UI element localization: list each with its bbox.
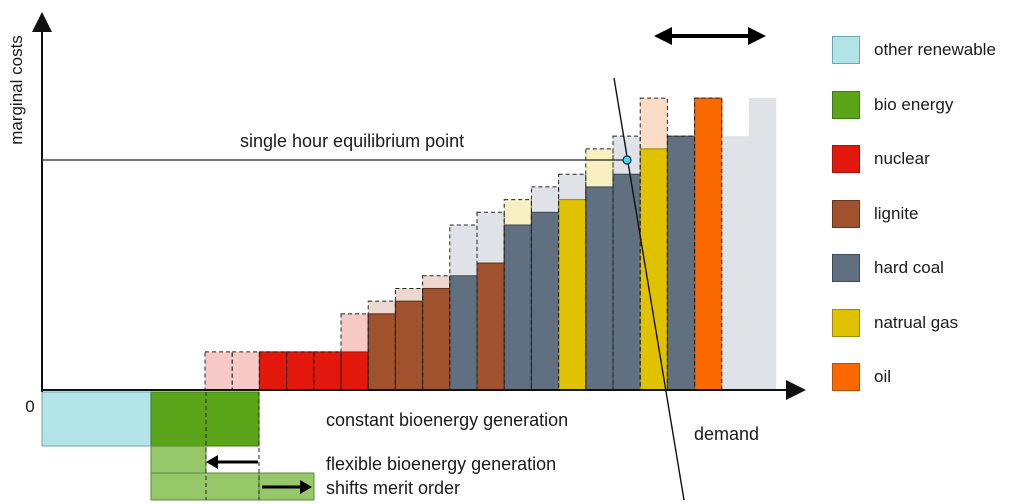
shifted-bar-hard-coal	[612, 173, 641, 391]
shifts-label: shifts merit order	[326, 478, 460, 498]
original-outline-hard-coal	[558, 173, 587, 391]
legend-label: bio energy	[874, 94, 954, 114]
flexible-left-arrow-head	[206, 455, 218, 469]
legend-label: lignite	[874, 203, 919, 223]
lignite-swatch	[832, 199, 860, 228]
shifted-bar-hard-coal	[666, 135, 696, 391]
natural-gas-swatch	[832, 308, 860, 337]
shifted-bar-nuclear	[258, 351, 288, 391]
legend-item-lignite: lignite	[832, 199, 1022, 255]
flexible-bio-label: flexible bioenergy generation	[326, 454, 556, 474]
flexible-bio-block	[150, 472, 260, 501]
legend-item-bio-energy: bio energy	[832, 90, 1022, 146]
shifted-bar-lignite	[422, 287, 451, 391]
original-bar-nuclear	[205, 351, 233, 390]
legend-item-hard-coal: hard coal	[832, 254, 1022, 309]
bioenergy-negative-region	[41, 391, 315, 501]
other-renewable-block	[41, 391, 152, 447]
origin-label: 0	[25, 397, 34, 416]
oil-swatch	[832, 363, 860, 391]
shifted-bar-other	[721, 136, 749, 390]
equilibrium-label: single hour equilibrium point	[240, 131, 464, 151]
shifted-bar-nuclear	[286, 351, 315, 391]
legend-label: nuclear	[874, 149, 930, 168]
demand-shift-arrow-right-head	[748, 27, 766, 45]
nuclear-swatch	[832, 145, 860, 173]
shifted-bar-oil	[694, 97, 723, 391]
shifted-bar-nuclear	[313, 351, 342, 391]
legend-label: oil	[874, 367, 892, 386]
shifted-bar-hard-coal	[449, 275, 478, 391]
original-outline-nuclear	[340, 313, 369, 391]
shifted-bar-lignite	[394, 300, 424, 391]
y-axis-label: marginal costs	[7, 35, 26, 145]
shifted-bar-hard-coal	[585, 186, 614, 391]
shifted-bar-lignite	[367, 313, 396, 391]
demand-shift-arrow-left-head	[654, 27, 672, 45]
shifted-bar-other	[749, 98, 777, 391]
legend-item-nuclear: nuclear	[832, 145, 1022, 200]
shifted-bar-natural-gas	[639, 148, 668, 391]
legend-item-oil: oil	[832, 363, 1022, 418]
other-renewable-swatch	[832, 36, 860, 64]
flexible-right-arrow-head	[300, 480, 312, 494]
legend-label: hard coal	[874, 258, 944, 277]
legend-item-other-renewable: other renewable	[832, 36, 1022, 91]
bio-energy-block	[150, 391, 260, 447]
shifted-bar-natural-gas	[558, 199, 587, 391]
shifted-bar-hard-coal	[503, 224, 532, 391]
legend: other renewable bio energy nuclear ligni…	[832, 36, 1022, 418]
shifted-bar-lignite	[476, 262, 505, 391]
shifted-bar-nuclear	[340, 351, 369, 391]
constant-bio-label: constant bioenergy generation	[326, 410, 568, 430]
bio-energy-swatch	[832, 90, 860, 119]
demand-line	[613, 77, 685, 501]
legend-label: natrual gas	[874, 312, 959, 332]
equilibrium-point	[622, 155, 632, 165]
hard-coal-swatch	[832, 254, 860, 282]
demand-label: demand	[694, 424, 759, 444]
legend-label: other renewable	[874, 40, 996, 59]
flexible-bio-block	[150, 445, 207, 474]
shifted-bar-hard-coal	[530, 211, 560, 391]
legend-item-natural-gas: natrual gas	[832, 308, 1022, 364]
original-bar-nuclear	[232, 351, 260, 390]
